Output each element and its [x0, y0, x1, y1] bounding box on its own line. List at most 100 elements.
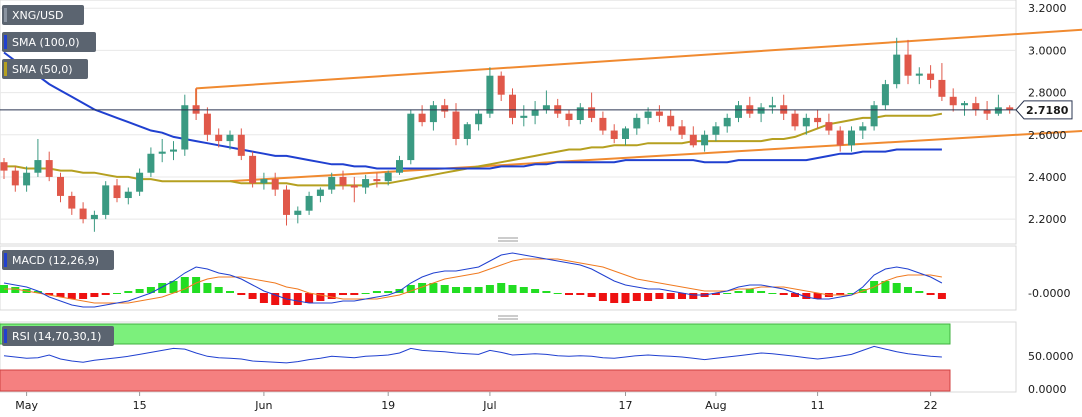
macd-histogram-bar: [892, 283, 901, 293]
candle-body: [45, 160, 53, 177]
candle: [814, 109, 822, 129]
candle: [316, 187, 324, 203]
candle: [509, 88, 516, 125]
candle-body: [814, 117, 822, 123]
legend-sma50[interactable]: SMA (50,0): [2, 59, 88, 79]
macd-histogram-bar: [655, 293, 664, 299]
candle-body: [509, 94, 516, 118]
candle: [554, 98, 562, 118]
macd-histogram-bar: [293, 293, 302, 305]
macd-pane[interactable]: [0, 245, 1017, 311]
candle-body: [520, 115, 528, 118]
candle: [881, 79, 889, 110]
candle: [283, 185, 290, 226]
sma50-line: [4, 112, 943, 187]
macd-histogram-bar: [463, 287, 472, 293]
macd-histogram-bar: [56, 293, 65, 297]
candle: [633, 113, 641, 135]
candle: [622, 126, 629, 146]
candle: [735, 101, 742, 123]
candle: [147, 147, 155, 177]
candle: [136, 168, 144, 196]
legend-sma100[interactable]: SMA (100,0): [2, 32, 96, 52]
candle-body: [271, 179, 279, 190]
last-price-tag: 2.7180: [1015, 100, 1073, 120]
macd-histogram-bar: [339, 293, 347, 295]
legend-rsi[interactable]: RSI (14,70,30,1): [2, 326, 114, 346]
rsi-oversold-band: [0, 369, 951, 392]
time-tick-label: 11: [811, 399, 825, 412]
macd-histogram-bar: [644, 293, 653, 301]
candle-body: [305, 195, 313, 211]
macd-histogram-bar: [67, 293, 76, 299]
candle: [362, 174, 370, 194]
candle-body: [396, 160, 403, 173]
candle-body: [294, 210, 302, 215]
macd-histogram-bar: [937, 293, 946, 299]
legend-symbol[interactable]: XNG/USD: [2, 5, 84, 25]
macd-histogram-bar: [678, 293, 686, 299]
candle-body: [983, 109, 991, 114]
pane-divider-handle-2[interactable]: [498, 315, 518, 320]
price-pane[interactable]: [0, 0, 1082, 245]
legend-rsi-label: RSI (14,70,30,1): [12, 330, 101, 343]
macd-histogram-bar: [689, 293, 698, 299]
macd-histogram-bar: [214, 287, 223, 293]
candle: [384, 170, 392, 186]
candle-body: [350, 185, 358, 188]
candle: [373, 172, 381, 188]
candle-body: [678, 126, 686, 135]
candle: [655, 105, 663, 123]
price-tick-label: 2.4000: [1028, 171, 1067, 184]
macd-histogram-bar: [666, 293, 675, 299]
macd-histogram-bar: [429, 283, 438, 293]
candle: [90, 210, 98, 232]
pane-divider-handle-1[interactable]: [498, 237, 518, 242]
macd-histogram-bar: [316, 293, 325, 301]
legend-macd[interactable]: MACD (12,26,9): [2, 250, 114, 270]
candle: [271, 172, 279, 196]
candle-body: [497, 75, 505, 95]
price-tick-label: 2.8000: [1028, 87, 1067, 100]
macd-histogram-bar: [440, 285, 449, 293]
candle: [158, 138, 166, 163]
macd-histogram-bar: [226, 291, 234, 293]
candle: [305, 191, 313, 215]
candle: [791, 109, 799, 131]
price-axis: 3.2000 3.0000 2.8000 2.6000 2.4000 2.2000: [1028, 2, 1067, 226]
candle-body: [328, 176, 336, 190]
candle-body: [655, 111, 663, 116]
candle: [848, 126, 855, 152]
candle: [520, 105, 528, 127]
candle-body: [158, 151, 166, 154]
macd-histogram-bar: [904, 287, 912, 293]
candle: [45, 151, 53, 182]
candle-body: [972, 103, 980, 110]
candle: [350, 176, 358, 203]
macd-histogram-bar: [146, 287, 155, 293]
candle-body: [825, 122, 833, 131]
candle-body: [667, 115, 675, 127]
candle: [407, 109, 415, 165]
macd-histogram-bar: [553, 293, 562, 294]
time-tick-label: Aug: [705, 399, 726, 412]
macd-histogram-bar: [169, 281, 178, 293]
macd-histogram-bar: [711, 293, 720, 295]
rsi-pane[interactable]: [0, 321, 1017, 393]
macd-histogram-bar: [305, 293, 314, 303]
candle-body: [723, 117, 731, 127]
macd-histogram-bar: [327, 293, 336, 299]
candle: [972, 96, 980, 116]
candle-body: [23, 172, 31, 186]
candle-body: [791, 113, 799, 127]
candle: [497, 71, 505, 102]
candle: [723, 113, 731, 133]
candle-body: [475, 113, 483, 125]
macd-histogram-bar: [192, 277, 201, 293]
candle: [294, 206, 302, 224]
candle-body: [102, 185, 110, 215]
candle: [983, 101, 991, 120]
candle-body: [531, 109, 539, 116]
macd-histogram-bar: [779, 293, 788, 295]
time-tick-label: Jul: [482, 399, 496, 412]
